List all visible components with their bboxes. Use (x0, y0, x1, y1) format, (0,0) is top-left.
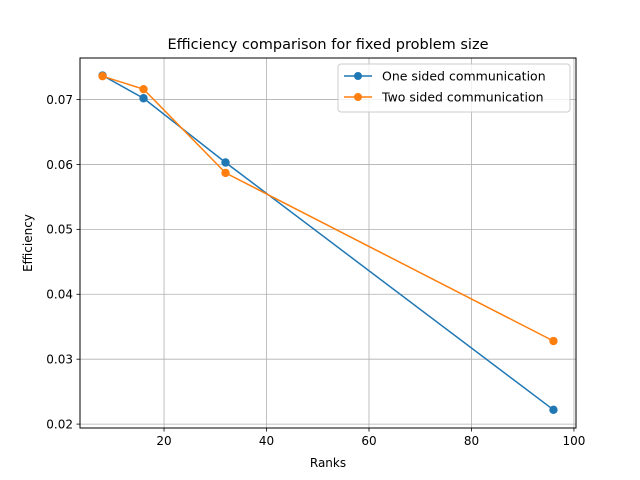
legend-entry-one-sided: One sided communication (344, 69, 546, 84)
x-tick-label: 100 (562, 434, 585, 448)
data-point-two-sided-communication (139, 84, 148, 94)
y-tick-label: 0.05 (46, 223, 73, 237)
y-tick-label: 0.07 (46, 93, 73, 107)
data-point-two-sided-communication (221, 168, 230, 178)
y-axis-label: Efficiency (21, 214, 35, 272)
plot-frame (79, 57, 577, 429)
legend-label-one-sided: One sided communication (382, 69, 546, 84)
legend-marker-two-sided (354, 93, 362, 101)
data-point-one-sided-communication (549, 405, 558, 415)
x-tick-label: 20 (156, 434, 171, 448)
legend-box (337, 63, 571, 113)
y-tick-label: 0.03 (46, 352, 73, 366)
ticks: 20 40 60 80 100 0.02 0.03 0.04 0.05 0.06 0.07 (46, 93, 585, 448)
y-tick-label: 0.02 (46, 417, 73, 431)
legend: One sided communication Two sided commun… (337, 63, 571, 113)
series-line-two-sided-communication (102, 75, 554, 342)
y-tick-label: 0.04 (46, 288, 73, 302)
data-point-two-sided-communication (549, 336, 558, 346)
x-tick-label: 40 (259, 434, 274, 448)
legend-entry-two-sided: Two sided communication (344, 90, 544, 105)
data-point-two-sided-communication (98, 71, 107, 81)
data-point-one-sided-communication (139, 94, 148, 103)
x-tick-label: 80 (464, 434, 479, 448)
chart-title: Efficiency comparison for fixed problem … (168, 37, 489, 53)
legend-marker-one-sided (354, 72, 362, 80)
x-tick-label: 60 (361, 434, 376, 448)
x-axis-label: Ranks (310, 456, 346, 470)
series-layer (98, 71, 558, 415)
legend-label-two-sided: Two sided communication (381, 90, 544, 105)
y-tick-label: 0.06 (46, 158, 73, 172)
data-point-one-sided-communication (221, 158, 230, 167)
